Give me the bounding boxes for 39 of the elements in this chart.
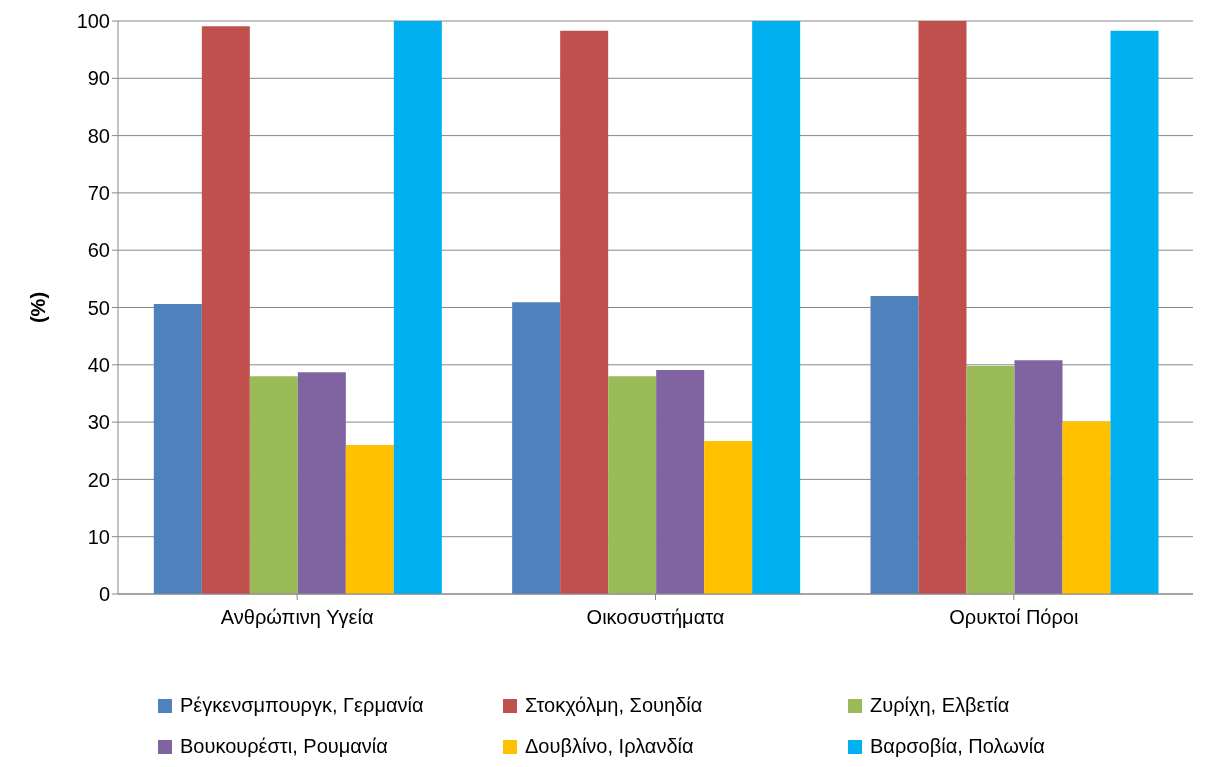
bar	[297, 372, 346, 594]
x-tick-label: Ανθρώπινη Υγεία	[220, 606, 374, 629]
y-tick-label: 100	[76, 10, 110, 33]
bar	[704, 441, 753, 594]
y-tick-label: 40	[87, 353, 110, 376]
bar	[918, 21, 967, 594]
y-tick-label: 90	[87, 67, 110, 90]
legend-label: Ζυρίχη, Ελβετία	[870, 694, 1010, 717]
bar	[393, 21, 442, 594]
x-tick-label: Οικοσυστήματα	[586, 606, 725, 629]
y-tick-label: 0	[98, 583, 110, 606]
bar	[752, 21, 801, 594]
y-tick-label: 30	[87, 411, 110, 434]
bar	[608, 376, 657, 594]
y-tick-label: 80	[87, 124, 110, 147]
legend-label: Στοκχόλμη, Σουηδία	[525, 694, 703, 717]
y-tick-label: 50	[87, 296, 110, 319]
bar	[560, 30, 609, 594]
bar	[512, 302, 561, 594]
y-tick-label: 10	[87, 525, 110, 548]
bar	[966, 365, 1015, 594]
y-axis-title: (%)	[27, 291, 50, 324]
bar	[345, 445, 394, 594]
bar	[201, 26, 250, 594]
bar	[1062, 421, 1111, 594]
x-tick-label: Ορυκτοί Πόροι	[949, 606, 1079, 629]
legend-label: Ρέγκενσμπουργκ, Γερμανία	[180, 694, 424, 717]
legend-label: Βουκουρέστι, Ρουμανία	[180, 735, 388, 758]
bar	[870, 296, 919, 594]
y-tick-label: 60	[87, 239, 110, 262]
bar	[1110, 30, 1159, 594]
legend-label: Βαρσοβία, Πολωνία	[870, 735, 1045, 758]
y-tick-label: 20	[87, 468, 110, 491]
bar	[249, 376, 298, 594]
legend-label: Δουβλίνο, Ιρλανδία	[525, 735, 694, 758]
y-tick-label: 70	[87, 182, 110, 204]
bar	[153, 304, 202, 594]
bar	[656, 369, 705, 594]
bar	[1014, 360, 1063, 594]
